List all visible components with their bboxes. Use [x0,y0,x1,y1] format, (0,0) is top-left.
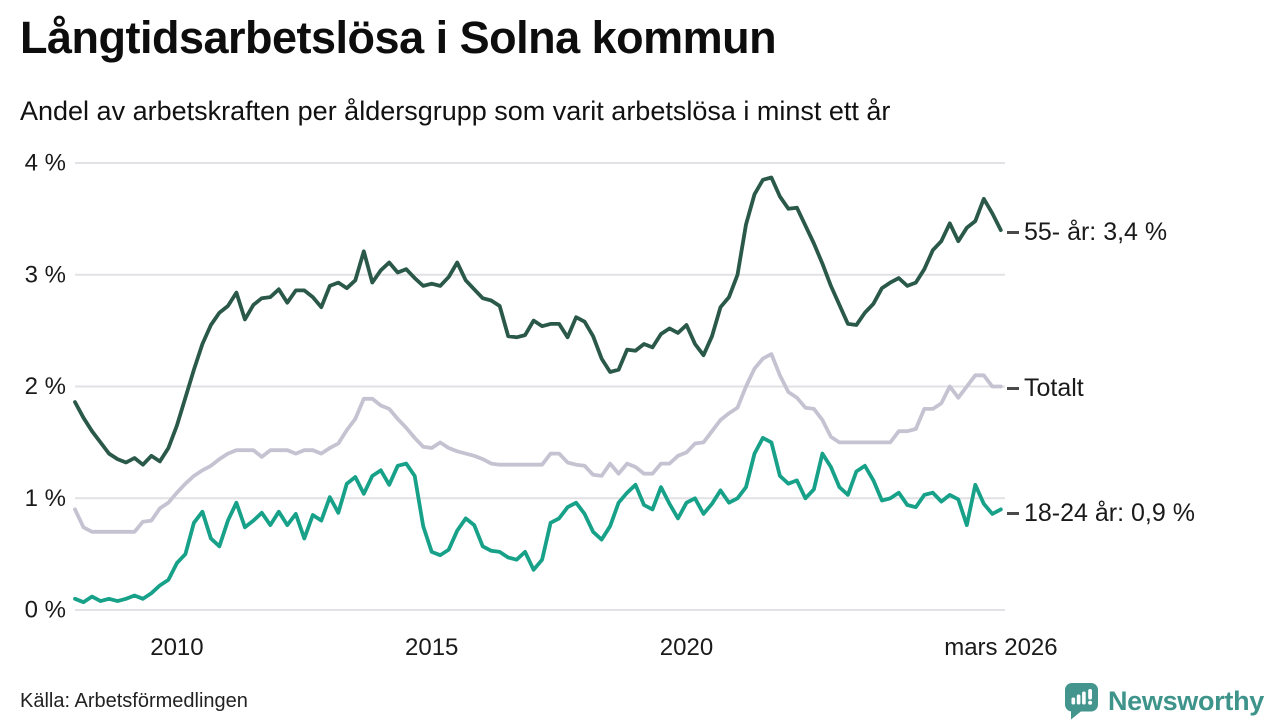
x-tick-label: 2020 [660,634,713,661]
annotation-18-24-ar: 18-24 år: 0,9 % [1007,498,1195,528]
y-tick-label: 0 % [25,597,66,624]
annotation-dash-icon [1007,386,1019,390]
annotation-dash-icon [1007,230,1019,234]
y-axis-labels: 0 % 1 % 2 % 3 % 4 % [25,150,66,624]
x-tick-label: 2010 [150,634,203,661]
series-line-Totalt [73,352,1003,534]
page-title: Långtidsarbetslösa i Solna kommun [20,12,777,63]
newsworthy-logo: Newsworthy [1064,682,1264,720]
x-axis-labels: 2010 2015 2020 mars 2026 [150,634,1057,661]
y-tick-label: 1 % [25,485,66,512]
annotation-55-ar: 55- år: 3,4 % [1007,217,1167,247]
series-line-18-24-r [73,435,1003,605]
annotation-totalt: Totalt [1007,373,1084,403]
gridlines [75,162,1005,611]
annotation-totalt-label: Totalt [1024,373,1084,402]
y-tick-label: 4 % [25,150,66,177]
annotation-dash-icon [1007,511,1019,515]
y-tick-label: 3 % [25,261,66,288]
bar-chart-speech-bubble-icon [1064,683,1098,720]
x-tick-label: 2015 [405,634,458,661]
newsworthy-wordmark: Newsworthy [1107,685,1264,716]
page-subtitle: Andel av arbetskraften per åldersgrupp s… [20,96,891,126]
annotation-55-ar-label: 55- år: 3,4 % [1024,217,1168,246]
source-note: Källa: Arbetsförmedlingen [20,690,248,712]
series-line-55-r [73,175,1003,467]
series-lines [73,175,1003,605]
x-tick-label: mars 2026 [944,634,1057,661]
y-tick-label: 2 % [25,373,66,400]
annotation-18-24-ar-label: 18-24 år: 0,9 % [1024,498,1195,527]
